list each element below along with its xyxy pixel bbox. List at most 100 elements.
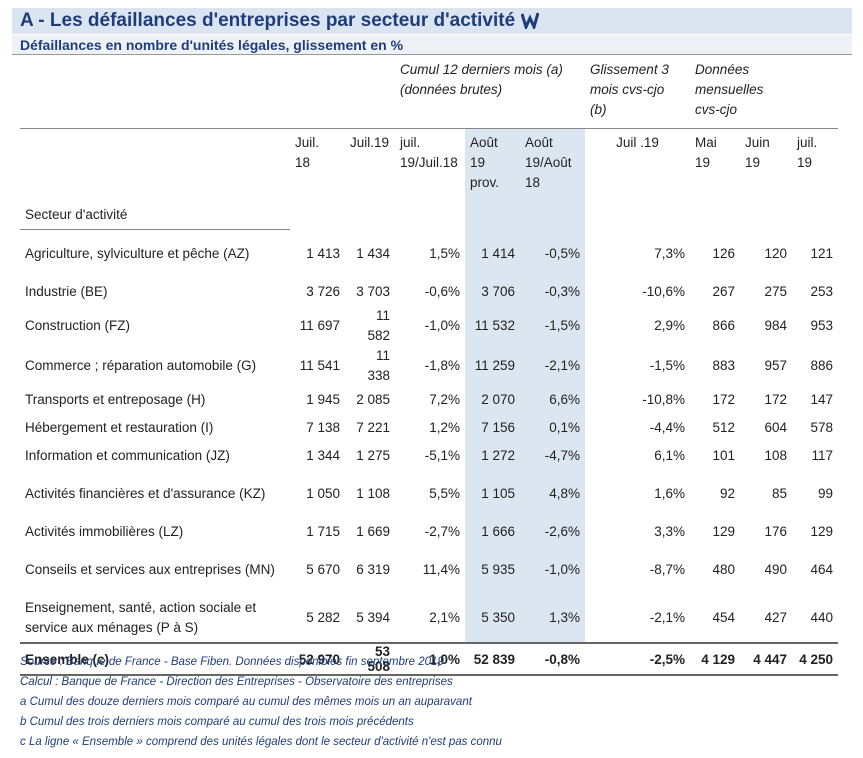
cell: 267 — [712, 284, 736, 299]
empty-cell — [395, 200, 465, 230]
row-row: Agriculture, sylviculture et pêche (AZ) 1… — [20, 229, 838, 278]
cell: 1 344 — [306, 448, 340, 463]
group-header-line: (b) — [590, 102, 607, 117]
row-label: Hébergement et restauration (I) — [25, 420, 214, 435]
cell: -2,1% — [649, 610, 686, 625]
group-header: Glissement 3 mois cvs-cjo (b) — [585, 56, 691, 129]
cell: 5 670 — [306, 562, 340, 577]
group-header-line: (données brutes) — [400, 82, 503, 97]
section-row: Secteur d'activité — [20, 200, 838, 230]
cell: -10,8% — [642, 392, 686, 407]
row-row: Transports et entreposage (H) 1 945 2 085 7… — [20, 386, 838, 414]
cell: 490 — [764, 562, 788, 577]
column-header-line: 19/Juil.18 — [400, 155, 458, 170]
cell: -0,5% — [520, 229, 586, 278]
column-header: Août 19/Août 18 — [520, 128, 586, 200]
cell: 984 — [764, 318, 788, 333]
cell: 2,1% — [429, 610, 461, 625]
cell: 11,4% — [422, 562, 461, 577]
cell: 1 108 — [356, 486, 391, 501]
footnote: c La ligne « Ensemble » comprend des uni… — [20, 736, 502, 748]
cell: 1,6% — [654, 486, 686, 501]
column-header: Juil .19 — [585, 129, 690, 201]
cell: 126 — [712, 245, 736, 261]
cell: -2,5% — [585, 642, 691, 676]
cell: 1,0% — [395, 642, 466, 676]
column-header-line: juil. — [400, 135, 421, 150]
column-header-line: 18 — [525, 175, 541, 190]
row-label: Information et communication (JZ) — [25, 448, 230, 463]
row-row: Commerce ; réparation automobile (G) 11 5… — [20, 346, 838, 386]
column-header-line: Mai — [695, 135, 717, 150]
cell: -8,7% — [649, 562, 686, 577]
cell: 953 — [810, 318, 834, 333]
column-header-line: Juil. — [295, 135, 320, 150]
cell: 1 434 — [356, 245, 391, 261]
empty-cell — [585, 200, 690, 230]
row-row: Hébergement et restauration (I) 7 138 7 22… — [20, 414, 838, 442]
column-header-line: 19 — [797, 155, 813, 170]
empty-cell — [465, 200, 521, 230]
cell: 11 697 — [299, 318, 340, 333]
empty-cell — [690, 200, 740, 230]
row-label: Commerce ; réparation automobile (G) — [25, 358, 257, 373]
empty-cell — [290, 200, 345, 230]
cell: 7,2% — [429, 392, 461, 407]
row-label: Ensemble (c) — [20, 642, 290, 676]
cell: 5 282 — [306, 610, 340, 625]
cell: 5 394 — [356, 610, 391, 625]
column-header: Août 19 prov. — [465, 128, 521, 200]
tot-row: Ensemble (c) 52 970 53 508 1,0% 52 839 -0,8% -… — [20, 642, 839, 676]
column-header-line: 19 — [695, 155, 711, 170]
cell: 275 — [764, 284, 788, 299]
group-header-line: Glissement 3 — [590, 62, 669, 77]
empty-cell — [345, 200, 395, 230]
cell: -0,6% — [424, 284, 461, 299]
column-header: Juil. 18 — [290, 129, 345, 201]
column-header-line: 19 — [470, 155, 486, 170]
cell: -4,7% — [520, 442, 586, 470]
cell: -1,0% — [424, 318, 461, 333]
row-label: Activités financières et d'assurance (KZ… — [25, 486, 266, 501]
empty-cell — [740, 200, 792, 230]
cell: 5,5% — [429, 486, 461, 501]
cell: 1,2% — [429, 420, 461, 435]
cell: 6 319 — [356, 562, 391, 577]
column-header: juil. 19/Juil.18 — [395, 129, 465, 201]
column-header-line: Août — [525, 135, 553, 150]
column-header-line: Août — [470, 135, 498, 150]
group-header-line: mensuelles — [695, 82, 764, 97]
cell: 2 085 — [356, 392, 391, 407]
cell: 512 — [712, 420, 736, 435]
empty-cell — [20, 56, 396, 129]
row-row: Industrie (BE) 3 726 3 703 -0,6% 3 706 -0,3% -… — [20, 278, 838, 306]
cell: 1 275 — [356, 448, 391, 463]
cell: 480 — [712, 562, 736, 577]
column-header-line: Juil.19 — [350, 135, 390, 150]
cell: 101 — [712, 448, 736, 463]
column-header-row: Juil. 18 Juil.19 juil. 19/Juil.18 Août 19 prov.… — [20, 128, 838, 201]
cell: 454 — [712, 610, 736, 625]
cell: 2 070 — [465, 386, 521, 414]
cell: -0,3% — [520, 278, 586, 306]
row-row: Activités immobilières (LZ) 1 715 1 669 -2,… — [20, 518, 838, 546]
row-label: Agriculture, sylviculture et pêche (AZ) — [25, 246, 250, 261]
cell: 5 350 — [465, 594, 521, 643]
column-header-line: Juil .19 — [616, 135, 659, 150]
cell: 883 — [712, 358, 736, 373]
row-row: Construction (FZ) 11 697 11 582 -1,0% 11 532… — [20, 306, 838, 346]
cell: 3 706 — [465, 278, 521, 306]
cell: -1,0% — [520, 546, 586, 594]
row-label: Construction (FZ) — [25, 318, 131, 333]
cell: 1 666 — [465, 518, 521, 546]
cell: 2,9% — [654, 318, 686, 333]
cell: -0,8% — [520, 642, 586, 676]
cell: 11 582 — [367, 308, 391, 343]
cell: 3 703 — [356, 284, 391, 299]
row-label: Transports et entreposage (H) — [25, 392, 206, 407]
cell: -1,5% — [649, 358, 686, 373]
cell: 3 726 — [306, 284, 340, 299]
column-header: Mai 19 — [690, 129, 740, 201]
group-header: Cumul 12 derniers mois (a) (données brute… — [395, 56, 586, 129]
